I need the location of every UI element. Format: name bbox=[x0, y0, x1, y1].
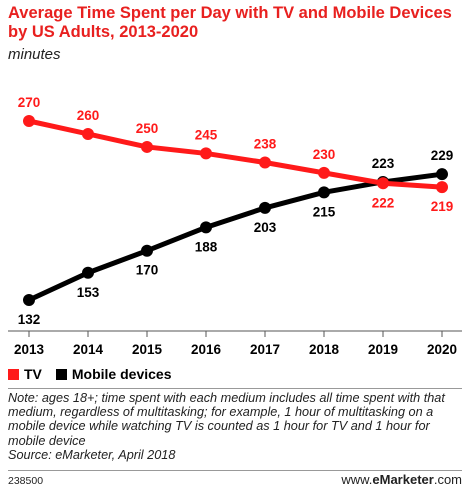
point-tv-2014 bbox=[82, 127, 94, 140]
point-tv-2018 bbox=[318, 166, 330, 179]
point-tv-2019 bbox=[377, 177, 389, 190]
source-text: Source: eMarketer, April 2018 bbox=[8, 447, 176, 462]
data-label-mobile-2013: 132 bbox=[18, 312, 41, 327]
data-label-tv-2019: 222 bbox=[372, 195, 395, 210]
series-line-tv bbox=[26, 118, 445, 190]
point-mobile-2020 bbox=[436, 168, 448, 181]
brand-name: eMarketer bbox=[372, 472, 434, 487]
brand-suffix: .com bbox=[433, 472, 462, 487]
notes: Note: ages 18+; time spent with each med… bbox=[8, 391, 466, 462]
legend-swatch-mobile bbox=[55, 368, 67, 380]
point-tv-2020 bbox=[436, 181, 448, 194]
x-tick-label-2018: 2018 bbox=[309, 342, 340, 357]
chart-subtitle: minutes bbox=[8, 46, 61, 63]
point-tv-2017 bbox=[259, 156, 271, 169]
legend-item-tv: TV bbox=[8, 366, 42, 382]
data-label-mobile-2020: 229 bbox=[431, 148, 454, 163]
legend-item-mobile: Mobile devices bbox=[55, 366, 172, 382]
line-chart: 2013 2014 2015 2016 2017 2018 2019 2020 2702602… bbox=[8, 95, 462, 357]
data-labels: 270 260 250 245 238 230 222 219 132 153 170 188 203 2… bbox=[18, 95, 454, 327]
x-tick-label-2020: 2020 bbox=[427, 342, 457, 357]
series-layer bbox=[23, 115, 448, 306]
data-label-tv-2013: 270 bbox=[18, 95, 41, 110]
data-label-mobile-2016: 188 bbox=[195, 239, 218, 254]
point-tv-2013 bbox=[23, 115, 35, 127]
data-label-tv-2015: 250 bbox=[136, 121, 159, 136]
x-tick-label-2017: 2017 bbox=[250, 342, 280, 357]
point-mobile-2014 bbox=[82, 266, 94, 279]
data-label-tv-2020: 219 bbox=[431, 199, 454, 214]
divider-bottom bbox=[8, 470, 462, 471]
brand-prefix: www. bbox=[341, 472, 373, 487]
data-label-mobile-2014: 153 bbox=[77, 285, 100, 300]
legend-swatch-tv bbox=[8, 368, 19, 380]
chart-id: 238500 bbox=[8, 475, 44, 487]
point-mobile-2016 bbox=[200, 221, 212, 234]
x-tick-label-2014: 2014 bbox=[73, 342, 104, 357]
point-mobile-2018 bbox=[318, 186, 330, 199]
chart-title: Average Time Spent per Day with TV and M… bbox=[8, 4, 452, 41]
series-line-mobile bbox=[26, 171, 445, 303]
point-mobile-2013 bbox=[23, 294, 35, 306]
x-tick-label-2013: 2013 bbox=[14, 342, 45, 357]
x-tick-label-2019: 2019 bbox=[368, 342, 398, 357]
note-text: Note: ages 18+; time spent with each med… bbox=[8, 391, 445, 448]
data-label-mobile-2018: 215 bbox=[313, 204, 336, 219]
point-tv-2015 bbox=[141, 140, 153, 153]
divider-top bbox=[8, 388, 462, 389]
point-mobile-2015 bbox=[141, 244, 153, 257]
point-mobile-2017 bbox=[259, 201, 271, 214]
x-tick-label-2016: 2016 bbox=[191, 342, 222, 357]
data-label-tv-2018: 230 bbox=[313, 147, 336, 162]
x-tick-label-2015: 2015 bbox=[132, 342, 163, 357]
x-axis: 2013 2014 2015 2016 2017 2018 2019 2020 bbox=[8, 330, 462, 357]
legend-label-tv: TV bbox=[24, 366, 42, 382]
data-label-mobile-2017: 203 bbox=[254, 220, 277, 235]
data-label-tv-2017: 238 bbox=[254, 137, 277, 152]
data-label-mobile-2015: 170 bbox=[136, 263, 159, 278]
point-tv-2016 bbox=[200, 147, 212, 160]
brand-footer[interactable]: www.eMarketer.com bbox=[341, 472, 462, 487]
legend: TV Mobile devices bbox=[8, 364, 185, 384]
data-label-mobile-2019: 223 bbox=[372, 156, 395, 171]
data-label-tv-2014: 260 bbox=[77, 108, 100, 123]
legend-label-mobile: Mobile devices bbox=[71, 366, 172, 382]
data-label-tv-2016: 245 bbox=[195, 127, 218, 142]
